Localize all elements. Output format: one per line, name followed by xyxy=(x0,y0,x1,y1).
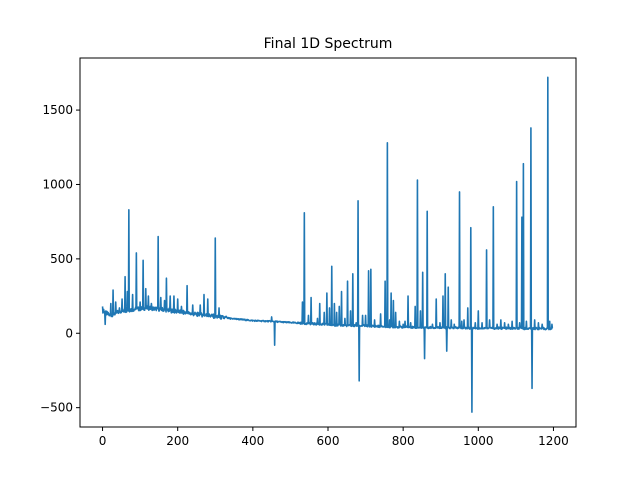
y-tick-label: 1500 xyxy=(42,103,73,117)
y-tick-label: −500 xyxy=(40,401,73,415)
x-tick-label: 600 xyxy=(317,434,340,448)
plot-area xyxy=(101,76,554,413)
y-axis: −500 0 500 1000 1500 xyxy=(40,103,80,415)
y-tick-label: 500 xyxy=(50,252,73,266)
x-tick-label: 800 xyxy=(392,434,415,448)
chart-title: Final 1D Spectrum xyxy=(264,36,393,52)
x-axis: 0 200 400 600 800 1000 1200 xyxy=(99,427,569,448)
spectrum-series-line xyxy=(101,76,554,413)
axes-frame xyxy=(79,57,577,428)
x-tick-label: 1200 xyxy=(538,434,569,448)
y-tick-label: 0 xyxy=(65,326,73,340)
x-tick-label: 400 xyxy=(241,434,264,448)
x-tick-label: 1000 xyxy=(463,434,494,448)
y-tick-label: 1000 xyxy=(42,177,73,191)
x-tick-label: 0 xyxy=(99,434,107,448)
x-tick-label: 200 xyxy=(166,434,189,448)
